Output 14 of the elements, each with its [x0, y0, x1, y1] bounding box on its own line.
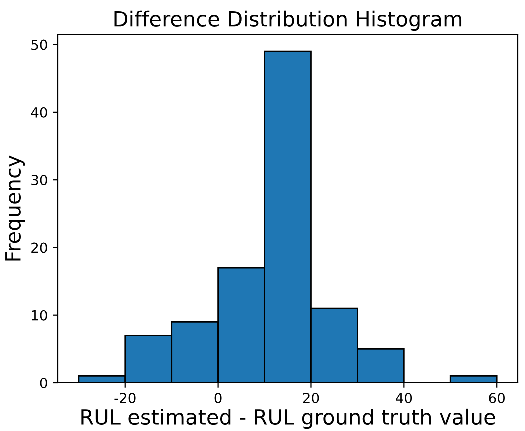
x-tick-label: 0 — [214, 392, 222, 404]
y-tick-label: 10 — [32, 310, 48, 321]
chart-title: Difference Distribution Histogram — [114, 10, 462, 31]
x-tick-label: 40 — [396, 392, 412, 404]
x-tick-label: -20 — [114, 392, 136, 404]
y-tick-label: 20 — [32, 242, 48, 254]
y-tick-label: 30 — [32, 175, 48, 186]
y-tick-label: 50 — [32, 40, 48, 50]
y-tick-label: 40 — [31, 107, 48, 118]
y-axis-title: Frequency — [6, 156, 26, 261]
y-tick-label: 0 — [40, 378, 48, 388]
x-axis-title: RUL estimated - RUL ground truth value — [82, 408, 496, 430]
x-tick-label: 60 — [489, 392, 506, 404]
x-tick-label: 20 — [303, 392, 320, 404]
